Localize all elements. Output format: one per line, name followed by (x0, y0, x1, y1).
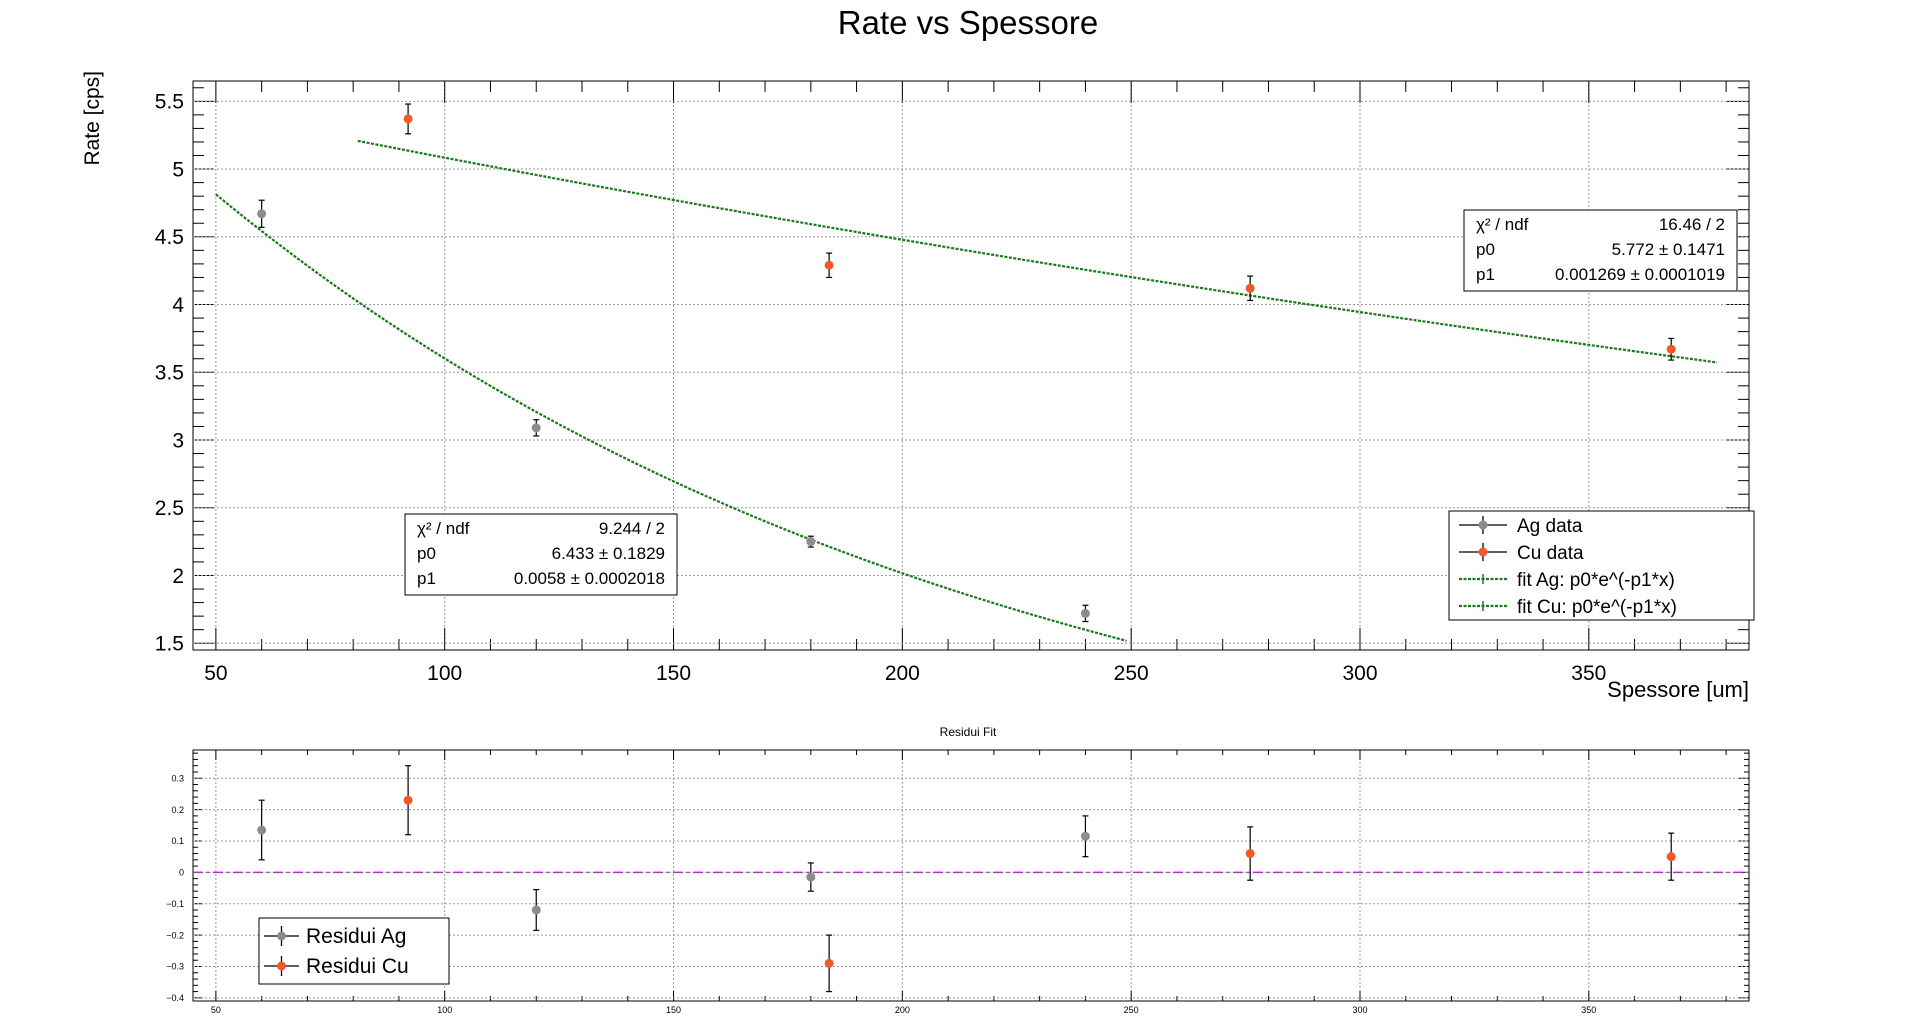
data-point (1666, 852, 1676, 862)
x-tick-label: 50 (211, 1005, 221, 1015)
data-point (531, 905, 541, 915)
legend-marker (277, 931, 286, 941)
y-tick-label: 0 (179, 868, 184, 878)
stats-value: 0.0058 ± 0.0002018 (514, 569, 665, 588)
legend-frame (258, 917, 450, 985)
x-tick-label: 350 (1571, 662, 1606, 685)
legend: Ag data Cu data fit Ag: p0*e^(-p1*x) fit Cu… (1448, 510, 1755, 621)
fit-curve (215, 193, 1127, 642)
residuals-legend: Residui Ag Residui Cu (258, 917, 450, 985)
y-tick-label: 4 (172, 294, 184, 317)
data-point (806, 537, 816, 547)
y-tick-label: 3.5 (155, 362, 184, 385)
x-tick-label: 150 (666, 1005, 681, 1015)
legend-marker (1478, 547, 1488, 557)
data-point (1080, 831, 1090, 841)
stats-label: p1 (1476, 265, 1495, 284)
stats-value: 9.244 / 2 (599, 519, 665, 538)
stats-label: p0 (1476, 240, 1495, 259)
x-tick-label: 300 (1352, 1005, 1367, 1015)
data-point (1245, 283, 1255, 293)
stats-label: χ² / ndf (1476, 215, 1529, 234)
stats-value: 5.772 ± 0.1471 (1612, 240, 1725, 259)
fit-stats-box: χ² / ndf 9.244 / 2 p0 6.433 ± 0.1829 p1 0.005… (404, 513, 678, 596)
x-tick-label: 100 (427, 662, 462, 685)
stats-value: 16.46 / 2 (1659, 215, 1725, 234)
y-tick-label: 2.5 (155, 497, 184, 520)
stats-label: χ² / ndf (417, 519, 470, 538)
residuals-title: Residui Fit (940, 725, 997, 739)
x-tick-label: 100 (437, 1005, 452, 1015)
x-tick-label: 200 (885, 662, 920, 685)
data-point (1245, 849, 1255, 859)
legend-marker (1478, 520, 1488, 530)
legend-entry-label: Residui Cu (306, 955, 409, 978)
x-tick-label: 250 (1114, 662, 1149, 685)
data-point (1080, 608, 1090, 618)
legend-entry-label: Ag data (1517, 516, 1583, 537)
main-x-axis-label: Spessore [um] (1607, 677, 1749, 702)
legend-entry-label: Cu data (1517, 543, 1584, 564)
data-point (403, 114, 413, 124)
stats-label: p1 (417, 569, 436, 588)
stats-value: 6.433 ± 0.1829 (552, 544, 665, 563)
y-tick-label: 5.5 (155, 91, 184, 114)
x-tick-label: 200 (895, 1005, 910, 1015)
fit-curve (357, 139, 1718, 364)
main-plot-panel: 50 100 150 200 250 300 350 1.5 2 2.5 3 3.5 4 4.5 5 5.5 χ… (155, 80, 1755, 685)
data-point (1666, 344, 1676, 354)
x-tick-label: 150 (656, 662, 691, 685)
plot-frame (192, 80, 1750, 651)
x-tick-label: 50 (204, 662, 227, 685)
stats-box-frame (1463, 209, 1738, 292)
x-tick-label: 350 (1581, 1005, 1596, 1015)
y-tick-label: 2 (172, 565, 184, 588)
y-tick-label: 5 (172, 158, 184, 181)
y-tick-label: 1.5 (155, 633, 184, 656)
main-title: Rate vs Spessore (838, 4, 1098, 41)
data-point (257, 825, 267, 835)
data-point (257, 209, 267, 219)
legend-marker (277, 961, 286, 971)
y-tick-label: −0.3 (166, 962, 184, 972)
stats-value: 0.001269 ± 0.0001019 (1555, 265, 1725, 284)
y-tick-label: −0.2 (166, 930, 184, 940)
legend-entry-label: fit Cu: p0*e^(-p1*x) (1517, 597, 1677, 618)
data-point (403, 795, 413, 805)
data-point (824, 260, 834, 270)
stats-box-frame (404, 513, 678, 596)
y-tick-label: 0.1 (171, 836, 184, 846)
x-tick-label: 250 (1124, 1005, 1139, 1015)
y-tick-label: 4.5 (155, 226, 184, 249)
stats-label: p0 (417, 544, 436, 563)
y-tick-label: −0.1 (166, 899, 184, 909)
y-tick-label: −0.4 (166, 993, 184, 1003)
data-point (531, 423, 541, 433)
x-tick-label: 300 (1342, 662, 1377, 685)
y-tick-label: 0.2 (171, 805, 184, 815)
plot-frame (192, 749, 1750, 1002)
y-tick-label: 3 (172, 429, 184, 452)
legend-frame (1448, 510, 1755, 621)
fit-stats-box: χ² / ndf 16.46 / 2 p0 5.772 ± 0.1471 p1 0.001… (1463, 209, 1738, 292)
residuals-plot-panel: 50 100 150 200 250 300 350 −0.4 −0.3 −0.2 −0.1 0 0.1… (166, 749, 1750, 1015)
y-tick-label: 0.3 (171, 773, 184, 783)
legend-entry-label: fit Ag: p0*e^(-p1*x) (1517, 570, 1675, 591)
main-y-axis-label: Rate [cps] (81, 71, 104, 166)
data-point (824, 958, 834, 968)
data-point (806, 872, 816, 882)
legend-entry-label: Residui Ag (306, 925, 406, 948)
